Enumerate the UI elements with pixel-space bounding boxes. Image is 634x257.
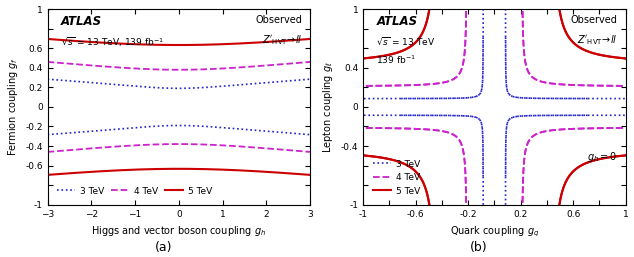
Y-axis label: Lepton coupling $g_\ell$: Lepton coupling $g_\ell$	[321, 61, 335, 153]
Text: $g_h = 0$: $g_h = 0$	[588, 150, 618, 164]
Text: Observed: Observed	[256, 15, 302, 25]
Text: $Z'_{\mathrm{HVT}}\!\rightarrow\! ll$: $Z'_{\mathrm{HVT}}\!\rightarrow\! ll$	[262, 33, 302, 47]
Text: ATLAS: ATLAS	[376, 15, 417, 28]
X-axis label: Higgs and vector boson coupling $g_h$: Higgs and vector boson coupling $g_h$	[91, 224, 266, 238]
Legend: 3 TeV, 4 TeV, 5 TeV: 3 TeV, 4 TeV, 5 TeV	[370, 157, 422, 198]
Text: (a): (a)	[155, 241, 172, 254]
Text: $\sqrt{s}$ = 13 TeV, 139 fb$^{-1}$: $\sqrt{s}$ = 13 TeV, 139 fb$^{-1}$	[61, 35, 164, 49]
Text: 139 fb$^{-1}$: 139 fb$^{-1}$	[376, 54, 416, 67]
Y-axis label: Fermion coupling $g_f$: Fermion coupling $g_f$	[6, 57, 20, 157]
Text: $\sqrt{s}$ = 13 TeV: $\sqrt{s}$ = 13 TeV	[376, 35, 436, 47]
Text: Observed: Observed	[571, 15, 618, 25]
Legend: 3 TeV, 4 TeV, 5 TeV: 3 TeV, 4 TeV, 5 TeV	[55, 184, 215, 198]
Text: $Z'_{\mathrm{HVT}}\!\rightarrow\! ll$: $Z'_{\mathrm{HVT}}\!\rightarrow\! ll$	[578, 33, 618, 47]
Text: ATLAS: ATLAS	[61, 15, 102, 28]
X-axis label: Quark coupling $g_q$: Quark coupling $g_q$	[450, 224, 539, 238]
Text: (b): (b)	[470, 241, 488, 254]
